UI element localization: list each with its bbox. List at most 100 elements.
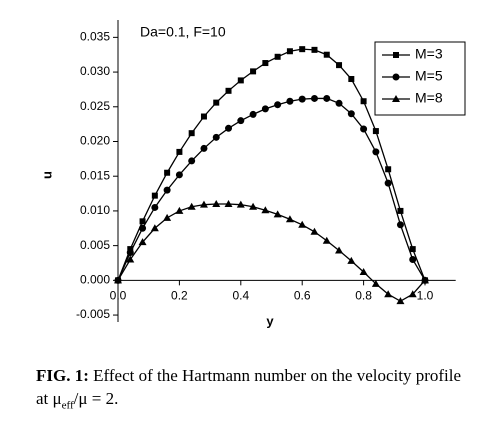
legend-marker [393, 52, 399, 58]
marker [322, 236, 331, 244]
marker [151, 203, 159, 211]
marker [139, 224, 147, 232]
marker [250, 68, 257, 75]
marker [139, 218, 146, 225]
legend-marker [392, 73, 400, 81]
marker [200, 113, 207, 120]
marker [175, 171, 183, 179]
marker [163, 213, 172, 221]
marker [225, 87, 232, 94]
marker [224, 199, 233, 207]
x-tick-label: 0.4 [232, 289, 249, 303]
x-axis-label: y [266, 313, 274, 328]
marker [273, 210, 282, 218]
marker [421, 276, 429, 284]
y-tick-label: 0.035 [80, 30, 110, 44]
marker [151, 192, 158, 199]
marker [163, 186, 171, 194]
marker [126, 255, 135, 263]
x-tick-label: 1.0 [417, 289, 434, 303]
legend-label: M=8 [415, 90, 443, 106]
marker [298, 95, 306, 103]
legend-marker [392, 95, 400, 102]
marker [138, 238, 147, 246]
x-tick-label: 0.0 [110, 289, 127, 303]
x-tick-label: 0.8 [355, 289, 372, 303]
marker [311, 46, 318, 53]
marker [176, 148, 183, 155]
legend-box [374, 41, 466, 116]
marker [188, 130, 195, 137]
marker [236, 200, 245, 208]
marker [396, 221, 404, 229]
marker [262, 60, 269, 67]
marker [150, 224, 159, 232]
marker [396, 297, 405, 305]
marker [114, 276, 122, 284]
marker [359, 268, 368, 276]
marker [336, 62, 343, 69]
marker [225, 124, 233, 132]
marker [126, 249, 134, 257]
marker [384, 290, 393, 298]
marker [188, 157, 196, 165]
x-tick-label: 0.2 [171, 289, 188, 303]
marker [286, 48, 293, 55]
marker [384, 179, 392, 187]
legend-label: M=3 [415, 46, 443, 62]
marker [310, 227, 319, 235]
marker [187, 202, 196, 210]
caption: FIG. 1: Effect of the Hartmann number on… [36, 364, 476, 417]
marker [261, 206, 270, 214]
marker [261, 105, 269, 113]
marker [397, 207, 404, 214]
marker [286, 97, 294, 105]
marker [274, 101, 282, 109]
marker [408, 290, 417, 298]
marker [335, 99, 343, 107]
marker [372, 128, 379, 135]
y-tick-label: 0.030 [80, 64, 110, 78]
y-tick-label: 0.010 [80, 203, 110, 217]
marker [175, 206, 184, 214]
caption-label: FIG. 1: [36, 366, 89, 385]
marker [200, 144, 208, 152]
marker [323, 94, 331, 102]
marker [249, 110, 257, 118]
marker [212, 199, 221, 207]
marker [310, 94, 318, 102]
y-tick-label: 0.000 [80, 273, 110, 287]
marker [298, 220, 307, 228]
annotation: Da=0.1, F=10 [140, 24, 226, 40]
marker [164, 169, 171, 176]
y-axis-label: u [39, 171, 54, 179]
marker [335, 246, 344, 254]
chart: Da=0.1, F=10 y u -0.005 0.000 0.005 0.010 0.… [39, 20, 466, 328]
caption-subscript: eff [61, 399, 74, 412]
marker [348, 76, 355, 83]
marker [347, 256, 356, 264]
legend-label: M=5 [415, 68, 443, 84]
marker [285, 215, 294, 223]
marker [360, 98, 367, 105]
y-tick-label: -0.005 [76, 307, 110, 321]
marker [249, 202, 258, 210]
series-line [117, 48, 426, 281]
marker [299, 46, 306, 53]
y-tick-label: 0.025 [80, 99, 110, 113]
marker [199, 200, 208, 208]
x-tick-label: 0.6 [294, 289, 311, 303]
y-tick-label: 0.005 [80, 238, 110, 252]
series-line [117, 203, 426, 302]
marker [409, 256, 417, 264]
y-tick-label: 0.020 [80, 134, 110, 148]
marker [372, 148, 380, 156]
marker [371, 279, 380, 287]
caption-text-after: /μ = 2. [73, 389, 119, 408]
marker [323, 51, 330, 58]
marker [237, 117, 245, 125]
caption-text: Effect of the Hartmann number on the vel… [36, 366, 462, 408]
marker [213, 99, 220, 106]
marker [274, 53, 281, 60]
